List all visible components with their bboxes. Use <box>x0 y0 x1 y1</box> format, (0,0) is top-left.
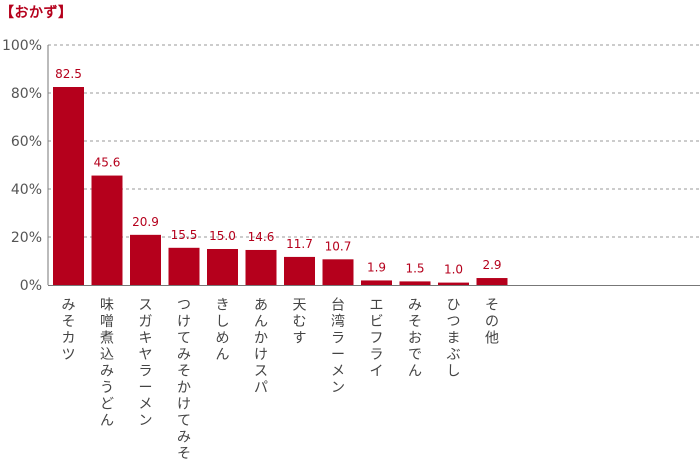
bar <box>399 281 431 285</box>
data-label: 15.5 <box>171 228 198 242</box>
y-tick-label: 100% <box>2 38 42 54</box>
data-label: 1.5 <box>405 261 424 275</box>
data-label: 14.6 <box>248 230 275 244</box>
gridlines <box>48 44 700 238</box>
bar <box>245 249 277 285</box>
category-label: スガキヤラーメン <box>139 298 153 430</box>
category-label: エビフライ <box>370 298 384 380</box>
chart-title: 【おかず】 <box>0 5 73 21</box>
data-label: 2.9 <box>482 258 501 272</box>
y-tick-label: 20% <box>11 230 42 246</box>
bar <box>361 280 392 285</box>
category-label: 台湾ラーメン <box>331 298 345 397</box>
bar <box>53 87 84 285</box>
bar <box>91 175 123 285</box>
y-tick-labels: 0% 20% 40% 60% 80% 100% <box>2 38 42 294</box>
bars <box>53 87 508 285</box>
category-label: つけてみそかけてみそ <box>177 298 191 463</box>
data-label: 20.9 <box>132 215 159 229</box>
data-label: 1.9 <box>367 260 386 274</box>
category-label: みそカツ <box>62 298 76 364</box>
bar <box>284 256 315 285</box>
data-label: 45.6 <box>94 156 121 170</box>
bar <box>322 259 354 285</box>
axes <box>47 45 700 286</box>
bar <box>168 247 200 285</box>
category-label: ひつまぶし <box>447 298 461 380</box>
bar <box>476 278 508 285</box>
data-label: 10.7 <box>325 239 352 253</box>
category-label: 天むす <box>293 298 307 347</box>
bar <box>207 249 238 285</box>
y-tick-label: 40% <box>11 182 42 198</box>
category-label: きしめん <box>216 298 230 364</box>
bar <box>438 282 469 285</box>
category-label: あんかけスパ <box>254 298 268 397</box>
category-label: 味噌煮込みうどん <box>100 298 114 430</box>
category-labels: みそカツ 味噌煮込みうどん スガキヤラーメン つけてみそかけてみそ きしめん あんかけスパ… <box>62 298 500 463</box>
data-label: 15.0 <box>209 229 236 243</box>
category-label: みそおでん <box>408 298 422 380</box>
data-labels: 82.5 45.6 20.9 15.5 15.0 14.6 11.7 10.7 1.9 1.5 1.… <box>55 67 501 277</box>
data-label: 11.7 <box>286 237 313 251</box>
y-tick-label: 60% <box>11 134 42 150</box>
data-label: 1.0 <box>444 263 463 277</box>
y-tick-label: 80% <box>11 86 42 102</box>
data-label: 82.5 <box>55 67 82 81</box>
bar <box>130 234 161 285</box>
category-label: その他 <box>485 298 499 347</box>
y-tick-label: 0% <box>20 278 42 294</box>
